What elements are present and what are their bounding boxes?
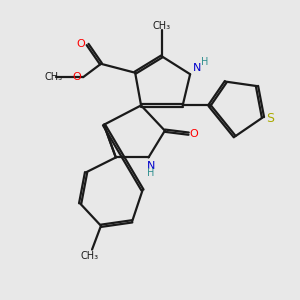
Text: O: O <box>72 72 81 82</box>
Text: O: O <box>190 129 198 139</box>
Text: N: N <box>193 63 201 73</box>
Text: CH₃: CH₃ <box>44 72 62 82</box>
Text: H: H <box>147 168 155 178</box>
Text: O: O <box>77 39 85 49</box>
Text: S: S <box>266 112 274 125</box>
Text: CH₃: CH₃ <box>80 250 98 260</box>
Text: H: H <box>201 57 209 67</box>
Text: CH₃: CH₃ <box>153 21 171 31</box>
Text: N: N <box>147 161 155 171</box>
